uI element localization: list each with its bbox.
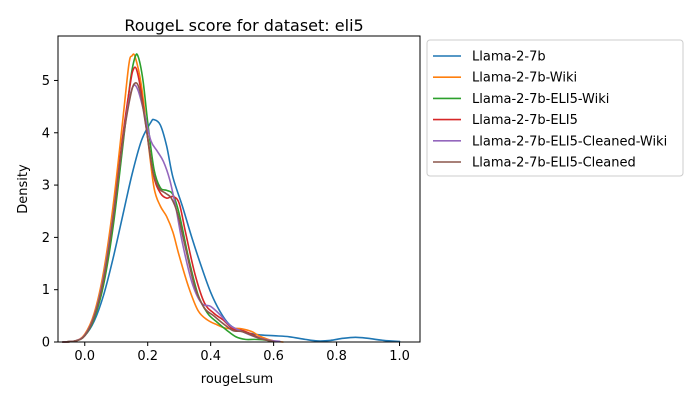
y-tick-label: 5 — [42, 74, 50, 89]
legend: Llama-2-7b Llama-2-7b-Wiki Llama-2-7b-ELI5… — [426, 39, 684, 177]
y-tick-label: 2 — [42, 231, 50, 246]
y-axis: 0 1 2 3 4 5 — [42, 74, 58, 351]
series-line-2 — [61, 53, 284, 343]
legend-label-4: Llama-2-7b-ELI5 — [472, 113, 578, 128]
y-axis-label: Density — [16, 164, 31, 214]
x-tick-label: 0.8 — [326, 349, 347, 364]
legend-label-6: Llama-2-7b-ELI5-Cleaned — [472, 156, 636, 171]
legend-label-1: Llama-2-7b — [472, 50, 546, 65]
y-tick-label: 4 — [42, 126, 50, 141]
x-tick-label: 0.6 — [263, 349, 284, 364]
legend-label-3: Llama-2-7b-ELI5-Wiki — [472, 92, 609, 107]
legend-frame — [426, 39, 684, 177]
series-line-3 — [61, 53, 275, 343]
x-tick-label: 0.4 — [200, 349, 221, 364]
plot-frame — [57, 35, 421, 343]
chart-title: RougeL score for dataset: eli5 — [124, 16, 363, 35]
y-tick-label: 0 — [42, 336, 50, 351]
x-axis: 0.0 0.2 0.4 0.6 0.8 1.0 — [74, 342, 410, 364]
plot-area — [61, 53, 401, 343]
series-line-5 — [61, 84, 281, 343]
x-tick-label: 0.2 — [137, 349, 158, 364]
series-line-4 — [61, 66, 275, 343]
legend-label-5: Llama-2-7b-ELI5-Cleaned-Wiki — [472, 134, 667, 149]
legend-label-2: Llama-2-7b-Wiki — [472, 71, 577, 86]
y-tick-label: 3 — [42, 179, 50, 194]
series-line-1 — [61, 118, 401, 343]
series-line-6 — [61, 82, 275, 343]
x-tick-label: 1.0 — [389, 349, 410, 364]
y-tick-label: 1 — [42, 283, 50, 298]
x-tick-label: 0.0 — [74, 349, 95, 364]
x-axis-label: rougeLsum — [201, 372, 273, 387]
